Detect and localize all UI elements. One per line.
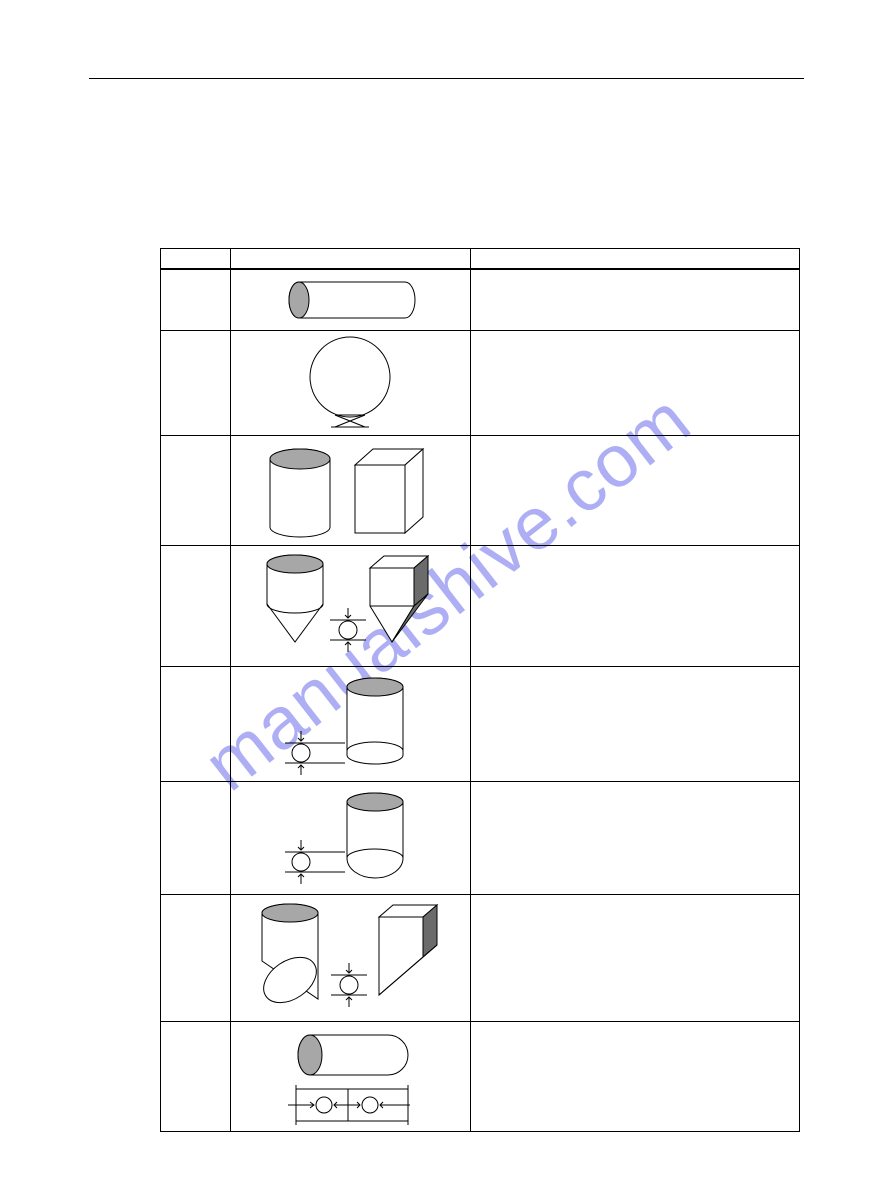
cell-shape bbox=[230, 667, 470, 782]
cell-id bbox=[161, 782, 231, 895]
cell-id bbox=[161, 1022, 231, 1132]
cell-desc bbox=[470, 667, 799, 782]
dish-bottom-icon bbox=[265, 786, 435, 890]
table-row bbox=[161, 546, 800, 667]
cell-id bbox=[161, 667, 231, 782]
cell-id bbox=[161, 331, 231, 436]
cell-shape bbox=[230, 546, 470, 667]
cone-bottom-icon bbox=[250, 550, 450, 662]
cell-desc bbox=[470, 269, 799, 331]
horizontal-cylinder-icon bbox=[275, 275, 425, 325]
table-row bbox=[161, 331, 800, 436]
sphere-icon bbox=[295, 335, 405, 431]
cell-id bbox=[161, 895, 231, 1022]
flat-bottom-icon bbox=[265, 671, 435, 777]
table-row bbox=[161, 782, 800, 895]
cell-id bbox=[161, 546, 231, 667]
cell-id bbox=[161, 436, 231, 546]
shapes-table bbox=[160, 248, 800, 1132]
angled-bottom-icon bbox=[245, 899, 455, 1017]
header-col-desc bbox=[470, 249, 799, 269]
cell-shape bbox=[230, 269, 470, 331]
cell-desc bbox=[470, 436, 799, 546]
cell-shape bbox=[230, 436, 470, 546]
cell-shape bbox=[230, 331, 470, 436]
cell-desc bbox=[470, 546, 799, 667]
table-row bbox=[161, 895, 800, 1022]
page: manualshive.com bbox=[0, 0, 893, 1191]
cylinder-box-icon bbox=[255, 441, 445, 541]
table-row bbox=[161, 667, 800, 782]
cell-desc bbox=[470, 1022, 799, 1132]
table-row bbox=[161, 269, 800, 331]
shapes-table-container bbox=[160, 248, 800, 1132]
cell-shape bbox=[230, 782, 470, 895]
cell-desc bbox=[470, 331, 799, 436]
capsule-icon bbox=[260, 1027, 440, 1127]
table-row bbox=[161, 1022, 800, 1132]
table-row bbox=[161, 436, 800, 546]
header-col-id bbox=[161, 249, 231, 269]
cell-shape bbox=[230, 895, 470, 1022]
cell-id bbox=[161, 269, 231, 331]
cell-shape bbox=[230, 1022, 470, 1132]
cell-desc bbox=[470, 782, 799, 895]
header-col-shape bbox=[230, 249, 470, 269]
header-divider bbox=[89, 78, 804, 79]
table-header-row bbox=[161, 249, 800, 269]
cell-desc bbox=[470, 895, 799, 1022]
